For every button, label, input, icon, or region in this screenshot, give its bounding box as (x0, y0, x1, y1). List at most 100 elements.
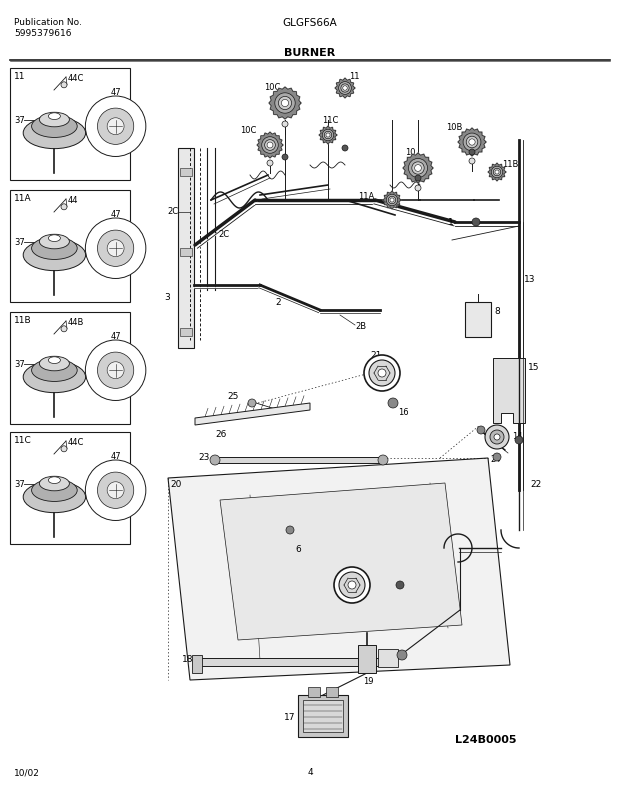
Circle shape (469, 149, 475, 155)
Bar (180, 168, 192, 176)
Circle shape (515, 436, 523, 444)
Circle shape (415, 185, 421, 191)
Circle shape (267, 142, 273, 148)
Polygon shape (220, 483, 462, 640)
Circle shape (469, 139, 475, 145)
Text: 37: 37 (14, 480, 25, 489)
Circle shape (491, 166, 503, 178)
Ellipse shape (32, 115, 78, 137)
Text: 13: 13 (524, 275, 536, 284)
Circle shape (278, 96, 291, 110)
Polygon shape (168, 458, 510, 680)
Text: 17: 17 (284, 713, 296, 722)
Text: 37: 37 (14, 238, 25, 247)
Bar (192, 655, 202, 673)
Circle shape (348, 581, 356, 589)
Bar (180, 328, 192, 336)
Circle shape (396, 581, 404, 589)
Text: 37: 37 (14, 360, 25, 369)
Text: 2C: 2C (218, 230, 229, 239)
Text: 2: 2 (275, 298, 281, 307)
Circle shape (493, 453, 501, 461)
Text: 10C: 10C (240, 126, 256, 135)
Text: 4: 4 (307, 768, 313, 777)
Circle shape (286, 526, 294, 534)
Ellipse shape (48, 113, 60, 120)
Circle shape (322, 129, 334, 141)
Bar (10, 312, 130, 424)
Circle shape (494, 434, 500, 440)
Ellipse shape (40, 476, 69, 491)
Circle shape (490, 430, 504, 444)
Text: 16: 16 (398, 408, 409, 417)
Text: 44B: 44B (68, 318, 84, 327)
Text: 2C: 2C (167, 207, 178, 216)
Circle shape (409, 159, 428, 178)
Ellipse shape (48, 357, 60, 364)
Bar (358, 645, 376, 673)
Circle shape (262, 137, 278, 153)
Bar (195, 658, 385, 666)
Ellipse shape (23, 239, 86, 271)
Circle shape (97, 352, 134, 388)
Circle shape (343, 86, 347, 91)
Bar (326, 687, 338, 697)
Circle shape (412, 162, 424, 174)
Circle shape (339, 82, 352, 94)
Bar (298, 695, 348, 737)
Ellipse shape (40, 234, 69, 249)
Ellipse shape (32, 479, 78, 502)
Circle shape (97, 472, 134, 508)
Polygon shape (488, 163, 506, 181)
Circle shape (342, 145, 348, 151)
Circle shape (275, 93, 295, 114)
Ellipse shape (48, 477, 60, 484)
Circle shape (339, 572, 365, 598)
Ellipse shape (23, 481, 86, 513)
Circle shape (390, 198, 394, 202)
Text: 11A: 11A (358, 192, 374, 201)
Text: 37: 37 (14, 116, 25, 125)
Text: 26: 26 (215, 430, 226, 439)
Polygon shape (257, 132, 283, 158)
Text: 11B: 11B (14, 316, 32, 325)
Circle shape (97, 108, 134, 145)
Ellipse shape (23, 118, 86, 148)
Circle shape (210, 455, 220, 465)
Ellipse shape (40, 112, 69, 127)
Circle shape (61, 82, 67, 88)
Text: 44C: 44C (68, 438, 84, 447)
Text: 11: 11 (348, 72, 359, 81)
Text: 3: 3 (164, 293, 170, 302)
Text: 11C: 11C (322, 116, 338, 125)
Text: BURNER: BURNER (285, 48, 335, 58)
Text: 10C: 10C (264, 83, 280, 92)
Ellipse shape (48, 235, 60, 241)
Text: 2B: 2B (355, 322, 366, 331)
Polygon shape (403, 153, 433, 183)
Circle shape (281, 99, 288, 106)
Bar (303, 700, 343, 732)
Circle shape (61, 204, 67, 210)
Circle shape (397, 650, 407, 660)
Circle shape (386, 195, 398, 206)
Text: 11: 11 (14, 72, 25, 81)
Bar (10, 190, 130, 302)
Text: 23: 23 (198, 453, 210, 462)
Text: L24B0005: L24B0005 (455, 735, 516, 745)
Circle shape (334, 567, 370, 603)
Circle shape (107, 118, 124, 135)
Text: 47: 47 (110, 332, 121, 341)
Circle shape (388, 196, 396, 204)
Text: 18: 18 (182, 655, 193, 664)
Text: 10/02: 10/02 (14, 768, 40, 777)
Text: 1: 1 (448, 218, 454, 227)
Text: 14: 14 (512, 432, 523, 441)
Bar (10, 432, 130, 544)
Text: 10: 10 (405, 148, 415, 157)
Polygon shape (269, 87, 301, 119)
Bar (215, 457, 383, 463)
Circle shape (472, 218, 480, 226)
Text: 19: 19 (363, 677, 373, 686)
Bar (10, 68, 130, 180)
